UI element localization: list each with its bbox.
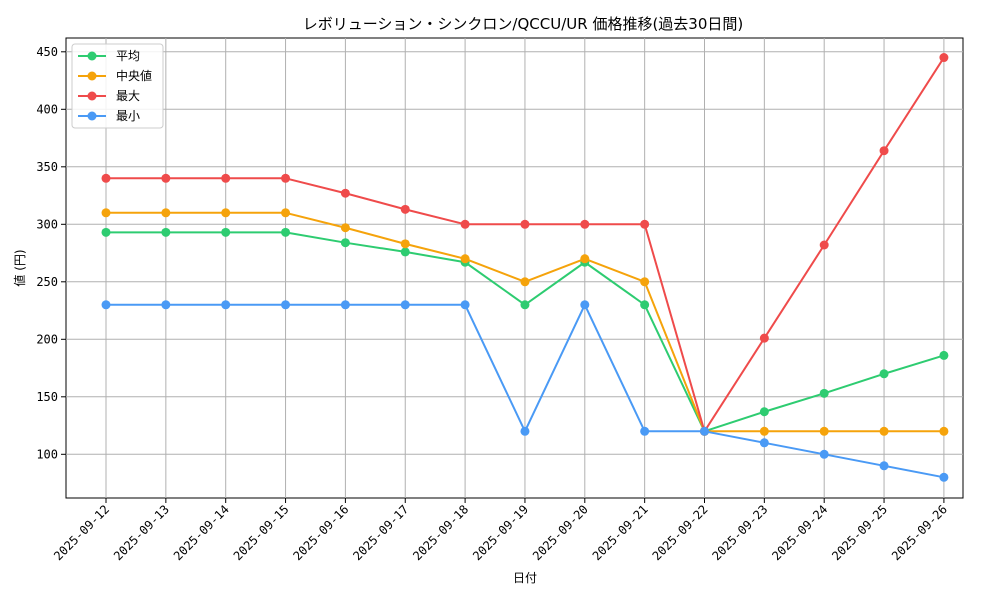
y-tick-label: 100	[36, 447, 58, 461]
data-point	[640, 426, 650, 436]
data-point	[819, 426, 829, 436]
data-point	[879, 426, 889, 436]
data-point	[520, 277, 530, 287]
series-group	[101, 53, 949, 482]
data-point	[221, 227, 231, 237]
data-point	[281, 227, 291, 237]
data-point	[400, 239, 410, 249]
data-point	[101, 300, 111, 310]
grid	[66, 38, 963, 498]
data-point	[939, 53, 949, 63]
data-point	[281, 208, 291, 218]
legend-swatch-marker	[87, 51, 97, 61]
x-tick-label: 2025-09-17	[350, 502, 411, 563]
legend-label: 最小	[116, 109, 140, 123]
data-point	[340, 188, 350, 198]
x-tick-label: 2025-09-14	[171, 502, 232, 563]
legend-swatch-marker	[87, 91, 97, 101]
data-point	[819, 449, 829, 459]
data-point	[759, 426, 769, 436]
data-point	[221, 300, 231, 310]
data-point	[281, 173, 291, 183]
x-tick-label: 2025-09-21	[590, 502, 651, 563]
x-tick-label: 2025-09-15	[231, 502, 292, 563]
data-point	[580, 300, 590, 310]
data-point	[340, 223, 350, 233]
plot-area	[65, 37, 964, 499]
data-point	[221, 173, 231, 183]
y-axis-ticks: 100 150 200 250 300 350 400 450	[36, 45, 66, 461]
data-point	[580, 254, 590, 264]
x-tick-label: 2025-09-23	[709, 502, 770, 563]
data-point	[580, 219, 590, 229]
data-point	[340, 300, 350, 310]
data-point	[819, 388, 829, 398]
data-point	[939, 472, 949, 482]
legend-box	[71, 43, 164, 129]
legend-swatch-marker	[87, 111, 97, 121]
x-tick-label: 2025-09-12	[51, 502, 112, 563]
x-tick-label: 2025-09-16	[291, 502, 352, 563]
chart-title: レボリューション・シンクロン/QCCU/UR 価格推移(過去30日間)	[303, 15, 744, 33]
data-point	[879, 461, 889, 471]
y-tick-label: 350	[36, 160, 58, 174]
x-tick-label: 2025-09-18	[410, 502, 471, 563]
y-tick-label: 250	[36, 275, 58, 289]
data-point	[340, 238, 350, 248]
data-point	[161, 227, 171, 237]
y-tick-label: 400	[36, 102, 58, 116]
data-point	[939, 426, 949, 436]
legend-swatch-marker	[87, 71, 97, 81]
data-point	[939, 350, 949, 360]
data-point	[640, 219, 650, 229]
data-point	[700, 426, 709, 436]
data-point	[101, 227, 111, 237]
data-point	[400, 300, 410, 310]
data-point	[759, 438, 769, 448]
data-point	[281, 300, 291, 310]
data-point	[520, 219, 530, 229]
data-point	[759, 333, 769, 343]
x-tick-label: 2025-09-13	[111, 502, 172, 563]
data-point	[520, 426, 530, 436]
x-tick-label: 2025-09-25	[829, 502, 890, 563]
y-tick-label: 200	[36, 332, 58, 346]
data-point	[759, 407, 769, 417]
data-point	[819, 240, 829, 250]
data-point	[161, 173, 171, 183]
legend-label: 平均	[116, 49, 140, 63]
data-point	[460, 254, 470, 264]
data-point	[161, 300, 171, 310]
x-tick-label: 2025-09-19	[470, 502, 531, 563]
data-point	[400, 204, 410, 214]
x-axis-label: 日付	[513, 571, 537, 585]
x-tick-label: 2025-09-26	[889, 502, 950, 563]
x-tick-label: 2025-09-20	[530, 502, 591, 563]
data-point	[879, 146, 889, 156]
y-tick-label: 450	[36, 45, 58, 59]
y-tick-label: 150	[36, 390, 58, 404]
y-tick-label: 300	[36, 217, 58, 231]
data-point	[400, 247, 410, 257]
legend-label: 中央値	[116, 68, 152, 83]
legend-label: 最大	[116, 89, 140, 103]
data-point	[460, 300, 470, 310]
data-point	[161, 208, 171, 218]
data-point	[460, 219, 470, 229]
data-point	[520, 300, 530, 310]
data-point	[221, 208, 231, 218]
data-point	[101, 208, 111, 218]
y-axis-label: 値 (円)	[12, 249, 27, 286]
x-axis-ticks: 2025-09-122025-09-132025-09-142025-09-15…	[51, 498, 950, 563]
x-tick-label: 2025-09-22	[650, 502, 711, 563]
x-tick-label: 2025-09-24	[769, 502, 830, 563]
data-point	[640, 277, 650, 287]
data-point	[879, 369, 889, 379]
data-point	[101, 173, 111, 183]
data-point	[640, 300, 650, 310]
